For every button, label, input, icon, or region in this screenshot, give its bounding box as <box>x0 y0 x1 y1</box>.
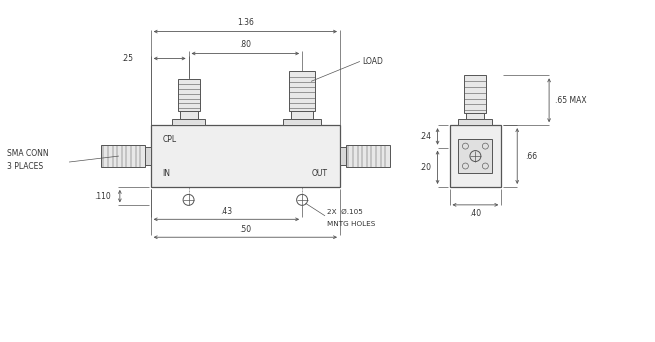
Bar <box>458 119 493 125</box>
Text: .80: .80 <box>239 40 252 49</box>
Text: .40: .40 <box>470 209 481 218</box>
Text: 3 PLACES: 3 PLACES <box>7 161 43 171</box>
Bar <box>346 145 390 167</box>
Text: .20: .20 <box>420 163 432 172</box>
Bar <box>466 113 484 119</box>
Bar <box>289 71 315 111</box>
Text: LOAD: LOAD <box>362 57 383 66</box>
Bar <box>283 119 321 125</box>
Text: OUT: OUT <box>312 169 328 178</box>
Text: CPL: CPL <box>162 135 177 144</box>
Bar <box>145 147 151 165</box>
Text: .110: .110 <box>94 192 111 201</box>
Text: .66: .66 <box>525 152 537 160</box>
Bar <box>464 75 487 113</box>
Text: .43: .43 <box>220 207 233 216</box>
Bar <box>151 125 340 187</box>
Bar <box>101 145 145 167</box>
Bar <box>179 111 198 119</box>
Text: 1.36: 1.36 <box>237 18 253 27</box>
Bar <box>340 147 346 165</box>
Text: IN: IN <box>162 169 171 178</box>
Bar <box>449 125 501 187</box>
Bar <box>291 111 313 119</box>
Text: MNTG HOLES: MNTG HOLES <box>327 221 375 227</box>
Text: .25: .25 <box>121 54 133 63</box>
Text: .65 MAX: .65 MAX <box>555 96 587 105</box>
Bar <box>458 139 493 173</box>
Text: .50: .50 <box>239 225 252 234</box>
Bar <box>172 119 206 125</box>
Bar <box>178 79 200 111</box>
Text: 2X  Ø.105: 2X Ø.105 <box>327 209 363 215</box>
Text: SMA CONN: SMA CONN <box>7 148 49 158</box>
Text: .24: .24 <box>420 132 432 141</box>
